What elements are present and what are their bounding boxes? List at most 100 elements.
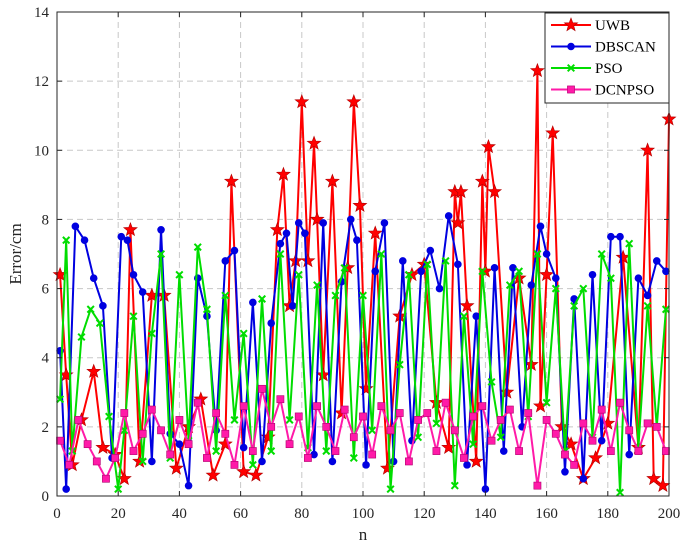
data-point-stroke [570, 301, 579, 310]
x-axis-label: n [359, 525, 368, 544]
data-point [454, 260, 462, 269]
data-point [386, 426, 395, 435]
data-point-stroke [478, 267, 487, 276]
data-point [474, 173, 490, 188]
data-point [313, 402, 321, 410]
data-point-stroke [230, 415, 239, 424]
data-point [300, 253, 316, 268]
data-point [625, 426, 634, 435]
x-tick-label: 40 [172, 506, 187, 522]
data-point [212, 409, 220, 417]
data-point [120, 409, 129, 417]
x-tick-label: 200 [658, 506, 681, 522]
data-point-stroke [515, 267, 524, 276]
data-point-stroke [643, 301, 652, 310]
data-point-stroke [349, 453, 358, 462]
data-point [588, 270, 597, 279]
data-point [542, 250, 551, 258]
y-tick-label: 8 [42, 212, 50, 228]
data-point [313, 281, 322, 290]
data-point [377, 402, 386, 410]
data-point [294, 412, 303, 421]
data-point-stroke [120, 426, 129, 435]
legend-label: DBSCAN [595, 40, 656, 56]
data-point [478, 267, 487, 276]
data-point [661, 305, 670, 314]
series-dcnpso [56, 384, 670, 490]
data-point [386, 485, 395, 494]
data-point [221, 291, 230, 300]
data-point [111, 454, 120, 462]
data-point [533, 249, 542, 259]
data-point [193, 243, 202, 252]
data-point [640, 142, 656, 157]
data-point [92, 457, 101, 466]
data-point [588, 450, 604, 465]
data-point-stroke [62, 236, 71, 245]
data-point-stroke [487, 377, 496, 386]
data-point-stroke [114, 485, 123, 494]
data-point [472, 312, 481, 321]
data-point [56, 436, 64, 445]
series-layer [52, 62, 677, 497]
data-point [426, 246, 435, 255]
data-point [469, 412, 478, 421]
data-point [86, 305, 95, 314]
data-point [487, 183, 503, 199]
data-point [469, 440, 478, 449]
data-point [499, 447, 508, 455]
data-point-stroke [386, 485, 395, 494]
data-point [588, 436, 597, 445]
data-point [377, 249, 386, 259]
data-point [193, 398, 202, 407]
data-point-stroke [285, 415, 294, 424]
data-point-stroke [202, 305, 211, 314]
data-point [506, 405, 514, 414]
data-point [239, 402, 248, 410]
data-point [579, 474, 588, 483]
x-tick-label: 60 [233, 506, 248, 522]
legend: UWB DBSCAN PSO DCNPSO [544, 12, 670, 104]
data-point [301, 229, 309, 238]
data-point-stroke [661, 305, 670, 314]
data-point-stroke [248, 460, 257, 469]
data-point [306, 135, 322, 150]
axis-ticks: 0 20 40 60 80 100 120 140 160 180 200 0 2 4 6 8 10 12 14 [34, 5, 680, 522]
data-point [175, 416, 184, 424]
data-point [450, 215, 466, 230]
data-point [652, 257, 661, 265]
data-point [328, 457, 337, 466]
data-point [249, 298, 257, 307]
data-point [331, 447, 340, 455]
data-point-stroke [432, 419, 441, 428]
data-point [71, 222, 80, 231]
data-point [276, 395, 285, 404]
legend-item-pso: PSO [551, 61, 623, 77]
data-point [542, 398, 551, 407]
data-point [276, 249, 285, 259]
data-point [319, 219, 328, 227]
data-point [340, 263, 349, 272]
data-point-stroke [597, 249, 606, 259]
data-point [203, 454, 211, 462]
data-point [487, 377, 496, 386]
data-point-stroke [175, 270, 184, 279]
data-point-stroke [616, 488, 625, 497]
data-point [435, 284, 444, 293]
data-point [536, 222, 545, 231]
data-point [662, 447, 670, 455]
data-point-stroke [157, 249, 166, 259]
data-point [138, 429, 147, 438]
data-point-stroke [56, 395, 65, 404]
data-point [349, 453, 358, 462]
data-point [405, 457, 413, 466]
data-point [662, 267, 670, 276]
data-point-stroke [423, 260, 432, 269]
data-point [432, 419, 441, 428]
data-point [515, 447, 523, 455]
data-point [490, 264, 499, 272]
data-point [62, 236, 71, 245]
data-point-stroke [105, 412, 114, 421]
legend-item-dbscan: DBSCAN [551, 40, 656, 56]
data-point-stroke [566, 63, 576, 73]
